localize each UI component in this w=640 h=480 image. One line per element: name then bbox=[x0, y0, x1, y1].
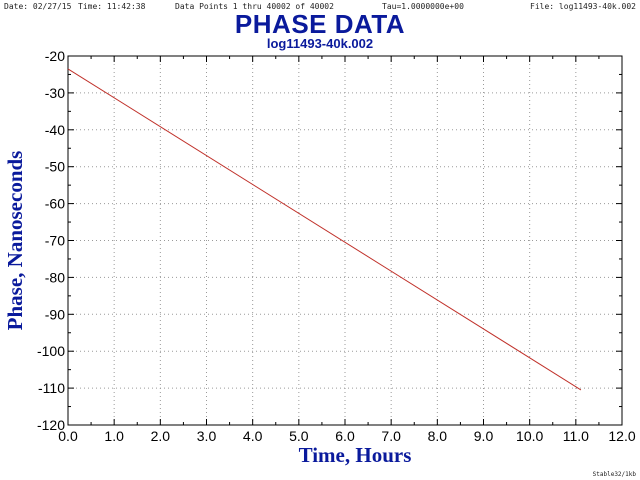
x-axis-title: Time, Hours bbox=[299, 443, 412, 467]
header-data-points: Data Points 1 thru 40002 of 40002 bbox=[175, 2, 334, 11]
y-tick-label: -80 bbox=[45, 269, 65, 285]
header-date: Date: 02/27/15 bbox=[4, 2, 72, 11]
x-tick-label: 8.0 bbox=[428, 428, 448, 444]
y-tick-label: -50 bbox=[45, 159, 65, 175]
x-tick-label: 9.0 bbox=[474, 428, 494, 444]
y-tick-label: -60 bbox=[45, 196, 65, 212]
y-tick-label: -70 bbox=[45, 233, 65, 249]
x-tick-label: 12.0 bbox=[608, 428, 635, 444]
x-tick-label: 4.0 bbox=[243, 428, 263, 444]
x-tick-label: 1.0 bbox=[104, 428, 124, 444]
chart-title: PHASE DATA bbox=[234, 9, 406, 39]
chart-subtitle: log11493-40k.002 bbox=[266, 36, 374, 51]
x-tick-label: 2.0 bbox=[151, 428, 171, 444]
footer-label: Stable32/1kb bbox=[592, 471, 636, 478]
header-tau: Tau=1.0000000e+00 bbox=[382, 2, 464, 11]
header-time: Time: 11:42:38 bbox=[78, 2, 146, 11]
x-tick-label: 5.0 bbox=[289, 428, 309, 444]
x-tick-label: 7.0 bbox=[381, 428, 401, 444]
x-tick-label: 10.0 bbox=[516, 428, 543, 444]
x-tick-label: 3.0 bbox=[197, 428, 217, 444]
y-axis-title: Phase, Nanoseconds bbox=[3, 151, 27, 331]
x-tick-label: 11.0 bbox=[563, 428, 589, 444]
plot-frame bbox=[67, 55, 623, 426]
y-tick-label: -40 bbox=[45, 122, 65, 138]
y-tick-label: -100 bbox=[37, 343, 65, 359]
y-tick-label: -30 bbox=[45, 85, 65, 101]
y-tick-label: -90 bbox=[45, 306, 65, 322]
y-tick-label: -20 bbox=[45, 48, 65, 64]
y-tick-label: -120 bbox=[37, 417, 65, 433]
header-file: File: log11493-40k.002 bbox=[530, 2, 636, 11]
phase-series-line bbox=[67, 68, 582, 391]
y-tick-label: -110 bbox=[38, 380, 65, 396]
x-tick-label: 6.0 bbox=[335, 428, 355, 444]
x-tick-label: 0.0 bbox=[58, 428, 78, 444]
